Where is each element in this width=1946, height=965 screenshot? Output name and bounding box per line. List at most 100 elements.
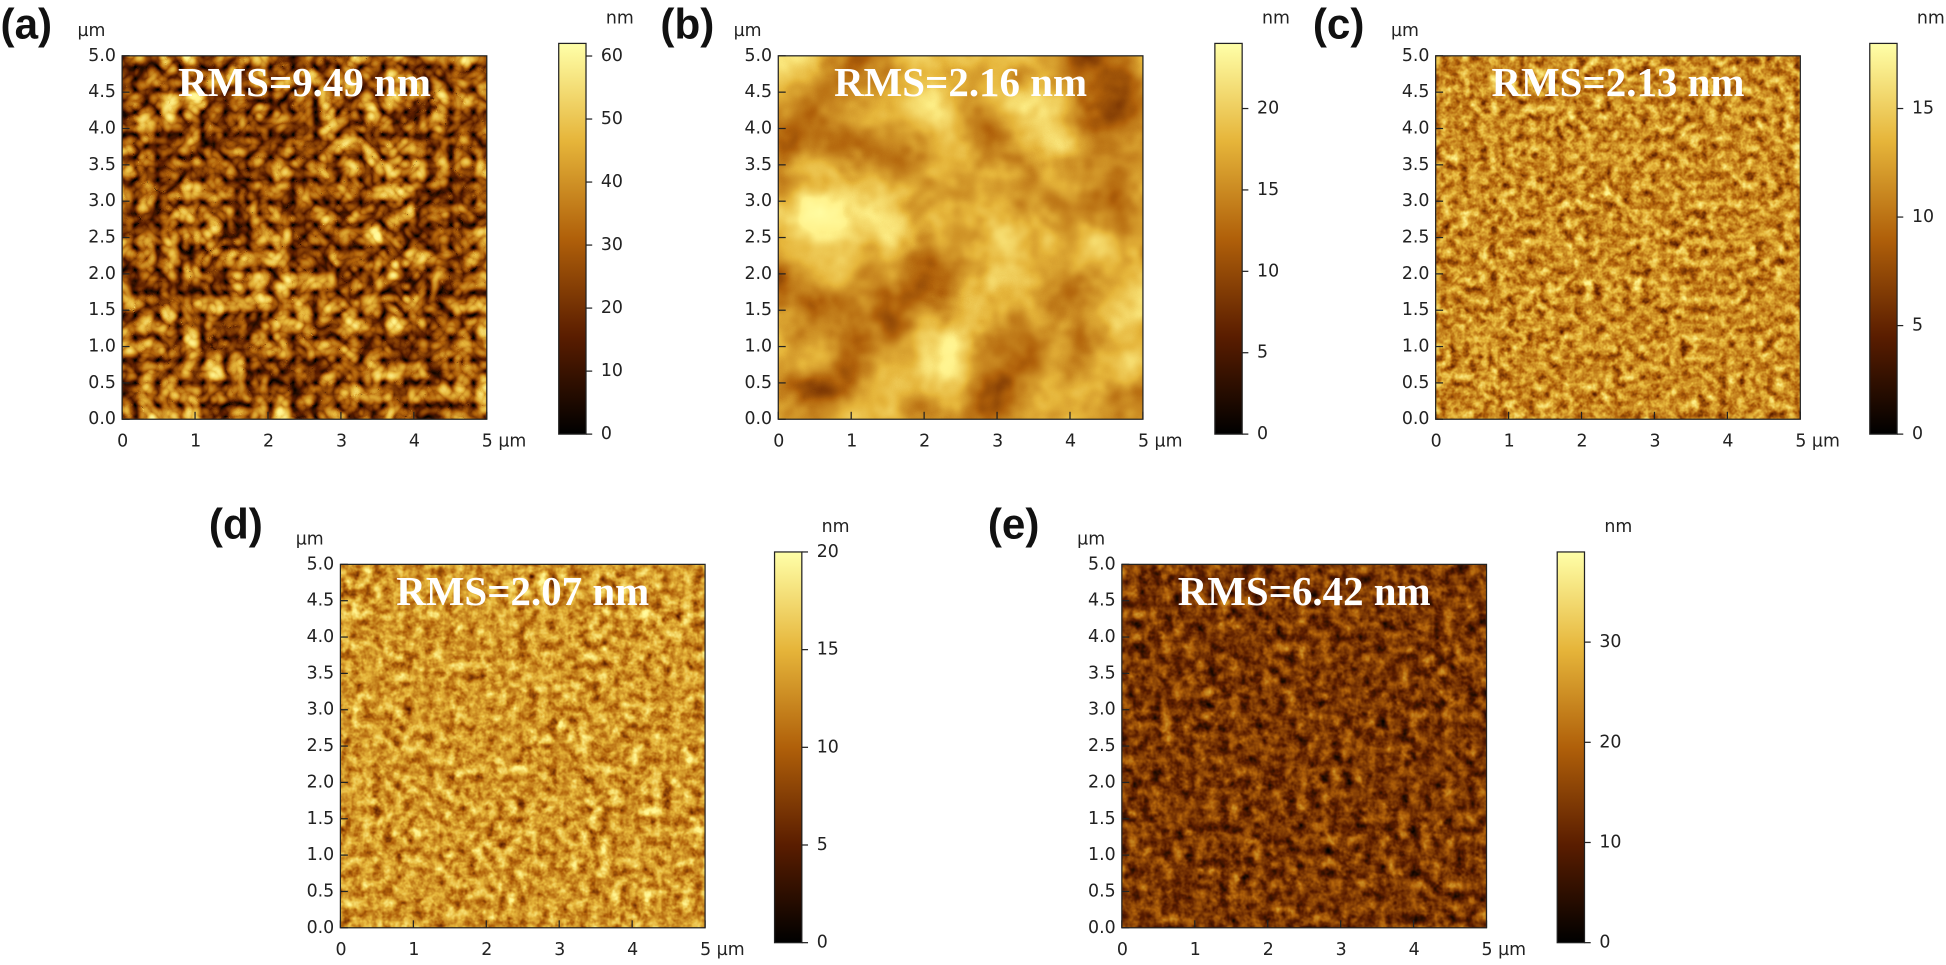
panel-label: (d) [209, 500, 263, 547]
y-tick-label: 5.0 [307, 554, 335, 574]
y-tick-label: 1.5 [307, 809, 335, 829]
x-tick-label: 5 µm [1138, 432, 1183, 452]
colorbar-tick-label: 20 [817, 542, 839, 562]
y-tick-label: 3.0 [1402, 191, 1430, 211]
y-tick-label: 2.0 [88, 264, 116, 284]
colorbar-tick-label: 20 [1599, 732, 1621, 752]
x-tick-label: 4 [627, 940, 638, 960]
colorbar-tick-label: 30 [601, 235, 623, 255]
y-tick-label: 1.0 [88, 337, 116, 357]
x-tick-label: 4 [1409, 940, 1420, 960]
y-tick-label: 1.5 [88, 300, 116, 320]
y-tick-label: 4.0 [744, 119, 772, 139]
y-tick-label: 1.5 [744, 300, 772, 320]
x-tick-label: 4 [1065, 432, 1076, 452]
y-tick-label: 3.5 [88, 155, 116, 175]
colorbar-tick-label: 0 [817, 933, 828, 953]
y-tick-label: 4.5 [744, 82, 772, 102]
colorbar [773, 551, 803, 944]
colorbar-tick-label: 50 [601, 109, 623, 129]
colorbar-tick-label: 15 [1257, 180, 1279, 200]
y-unit: µm [734, 21, 762, 41]
x-tick-label: 2 [481, 940, 492, 960]
x-tick-label: 5 µm [1482, 940, 1527, 960]
y-tick-label: 3.5 [744, 155, 772, 175]
colorbar-tick-label: 10 [1257, 261, 1279, 281]
y-tick-label: 1.0 [744, 337, 772, 357]
colorbar [1869, 42, 1898, 435]
colorbar-tick-label: 20 [1257, 99, 1279, 119]
colorbar-unit: nm [1262, 9, 1290, 29]
y-tick-label: 3.0 [1088, 700, 1116, 720]
panel-label: (b) [660, 0, 714, 47]
y-tick-label: 5.0 [1402, 46, 1430, 66]
y-tick-label: 2.0 [1402, 264, 1430, 284]
colorbar [1556, 551, 1586, 944]
y-tick-label: 2.5 [744, 228, 772, 248]
x-tick-label: 2 [1577, 432, 1588, 452]
x-tick-label: 0 [773, 432, 784, 452]
y-tick-label: 0.0 [88, 409, 116, 429]
colorbar-tick-label: 5 [1912, 316, 1923, 336]
x-tick-label: 4 [1722, 432, 1733, 452]
y-tick-label: 0.5 [88, 373, 116, 393]
y-tick-label: 0.5 [1402, 373, 1430, 393]
x-tick-label: 2 [263, 432, 274, 452]
y-tick-label: 1.0 [1088, 845, 1116, 865]
x-tick-label: 2 [1263, 940, 1274, 960]
y-tick-label: 3.0 [88, 191, 116, 211]
y-tick-label: 2.5 [1402, 228, 1430, 248]
panel-label: (e) [988, 500, 1040, 547]
rms-label: RMS=2.13 nm [1492, 60, 1745, 105]
colorbar-tick-label: 10 [1912, 207, 1934, 227]
colorbar-tick-label: 10 [817, 737, 839, 757]
colorbar-tick-label: 10 [1599, 832, 1621, 852]
x-tick-label: 1 [190, 432, 201, 452]
rms-label: RMS=9.49 nm [178, 60, 431, 105]
y-tick-label: 2.5 [88, 228, 116, 248]
y-tick-label: 3.0 [744, 191, 772, 211]
x-tick-label: 5 µm [482, 432, 527, 452]
y-tick-label: 2.5 [1088, 736, 1116, 756]
y-tick-label: 4.0 [307, 627, 335, 647]
colorbar-tick-label: 0 [1599, 933, 1610, 953]
y-tick-label: 0.5 [744, 373, 772, 393]
colorbar-tick-label: 0 [1257, 424, 1268, 444]
x-tick-label: 2 [919, 432, 930, 452]
x-tick-label: 1 [1504, 432, 1515, 452]
y-tick-label: 5.0 [88, 46, 116, 66]
colorbar-tick-label: 20 [601, 298, 623, 318]
colorbar-tick-label: 5 [817, 835, 828, 855]
x-tick-label: 4 [409, 432, 420, 452]
y-tick-label: 2.5 [307, 736, 335, 756]
y-tick-label: 0.0 [307, 918, 335, 938]
afm-image [1121, 564, 1487, 928]
colorbar-tick-label: 30 [1599, 632, 1621, 652]
y-tick-label: 4.5 [1402, 82, 1430, 102]
y-unit: µm [77, 21, 105, 41]
y-tick-label: 0.5 [1088, 881, 1116, 901]
colorbar-unit: nm [1604, 517, 1632, 537]
x-tick-label: 3 [1336, 940, 1347, 960]
x-tick-label: 3 [992, 432, 1003, 452]
y-unit: µm [1077, 530, 1105, 550]
colorbar-tick-label: 0 [601, 424, 612, 444]
y-tick-label: 2.0 [744, 264, 772, 284]
colorbar-tick-label: 0 [1912, 424, 1923, 444]
y-tick-label: 3.5 [307, 663, 335, 683]
y-tick-label: 1.0 [307, 845, 335, 865]
colorbar-tick-label: 10 [601, 361, 623, 381]
y-unit: µm [1391, 21, 1419, 41]
colorbar-tick-label: 15 [1912, 99, 1934, 119]
y-tick-label: 1.5 [1402, 300, 1430, 320]
panel-label: (c) [1313, 0, 1365, 47]
y-tick-label: 4.5 [1088, 591, 1116, 611]
colorbar-tick-label: 60 [601, 46, 623, 66]
y-tick-label: 0.5 [307, 881, 335, 901]
colorbar-unit: nm [1917, 9, 1945, 29]
colorbar [1214, 42, 1243, 435]
colorbar-tick-label: 40 [601, 172, 623, 192]
afm-image [1435, 55, 1801, 420]
